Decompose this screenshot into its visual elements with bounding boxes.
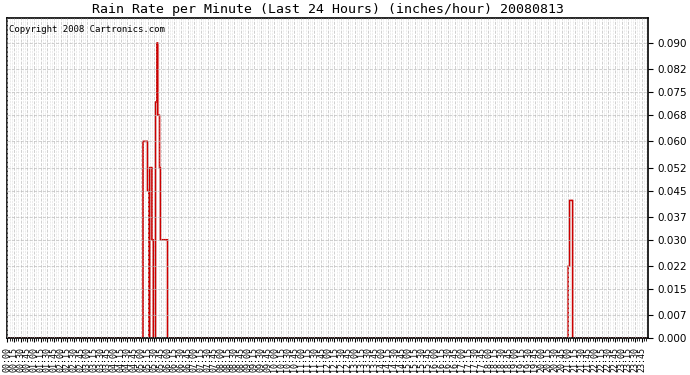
Title: Rain Rate per Minute (Last 24 Hours) (inches/hour) 20080813: Rain Rate per Minute (Last 24 Hours) (in… [92, 3, 564, 16]
Text: Copyright 2008 Cartronics.com: Copyright 2008 Cartronics.com [8, 25, 164, 34]
